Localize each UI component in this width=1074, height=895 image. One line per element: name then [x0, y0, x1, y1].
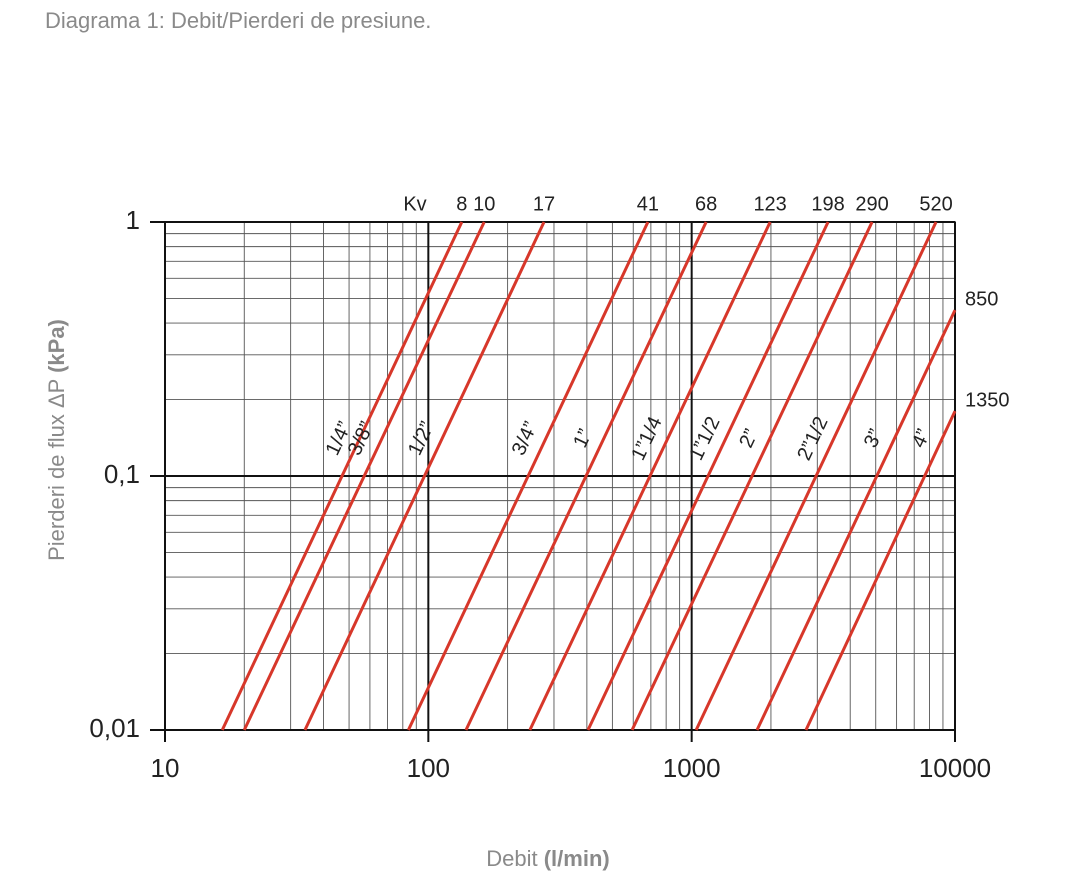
x-label-unit: (l/min): [544, 846, 610, 871]
kv-label: 41: [637, 193, 659, 215]
series-line: [804, 410, 957, 731]
series-label: 4”: [908, 426, 935, 451]
x-tick-label: 10000: [919, 753, 991, 783]
series-label: 2”: [735, 426, 762, 451]
kv-label: 8: [456, 193, 467, 215]
y-label-text: Pierderi de flux ΔP: [44, 379, 69, 561]
series-label: 3”: [860, 426, 887, 451]
kv-header: Kv: [403, 193, 426, 215]
y-tick-label: 0,1: [104, 459, 140, 489]
series-line: [242, 221, 486, 731]
series-line: [528, 221, 772, 731]
series-label: 3/4”: [508, 418, 543, 459]
series-line: [630, 221, 874, 731]
series-line: [586, 221, 830, 731]
y-label-unit: (kPa): [44, 319, 69, 373]
kv-label: 290: [855, 193, 888, 215]
y-tick-label: 0,01: [89, 713, 140, 743]
kv-label: 10: [473, 193, 495, 215]
x-label-text: Debit: [486, 846, 537, 871]
series-label: 1”: [569, 426, 596, 451]
kv-label: 520: [919, 193, 952, 215]
y-axis-label: Pierderi de flux ΔP (kPa): [44, 319, 69, 561]
x-tick-label: 10: [151, 753, 180, 783]
kv-label: 850: [965, 288, 998, 310]
kv-label: 1350: [965, 389, 1010, 411]
series-line: [220, 221, 464, 731]
series-line: [407, 221, 650, 731]
x-tick-label: 1000: [663, 753, 721, 783]
y-tick-label: 1: [126, 205, 140, 235]
kv-label: 198: [811, 193, 844, 215]
kv-label: 68: [695, 193, 717, 215]
kv-label: 17: [533, 193, 555, 215]
series-line: [464, 221, 708, 731]
x-axis-label: Debit (l/min): [486, 846, 609, 871]
series-label: 1/2”: [404, 418, 439, 459]
series-line: [694, 221, 938, 731]
chart-title: Diagrama 1: Debit/Pierderi de presiune.: [45, 8, 431, 33]
kv-label: 123: [753, 193, 786, 215]
x-tick-label: 100: [407, 753, 450, 783]
series-line: [303, 221, 546, 731]
series-line: [755, 309, 957, 731]
